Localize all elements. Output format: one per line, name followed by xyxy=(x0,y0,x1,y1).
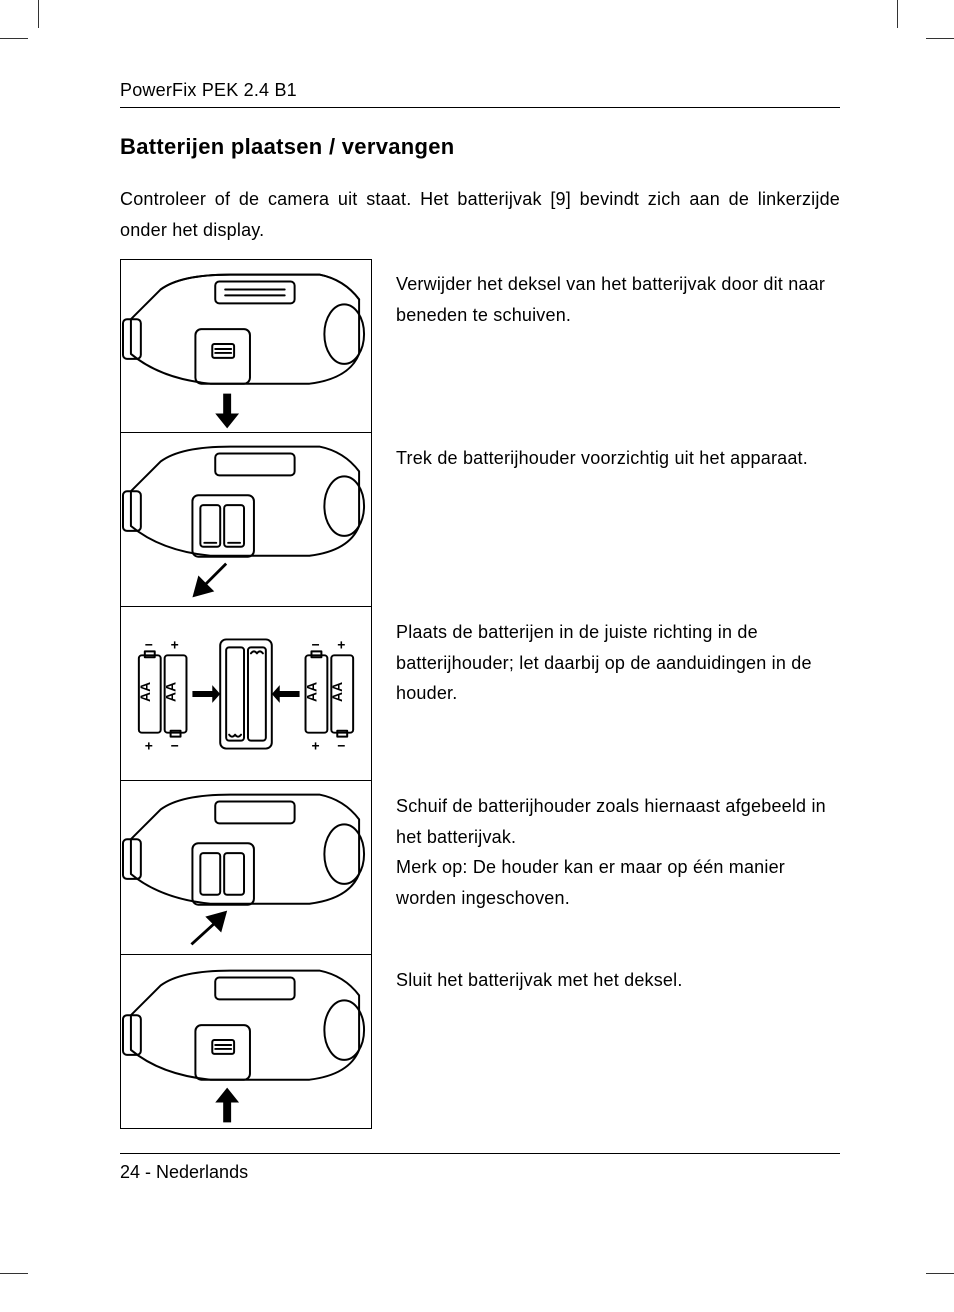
step-row: − + + − − + + − AA AA AA AA Plaats de batter… xyxy=(120,607,840,781)
step-text: Plaats de batterijen in de juiste richti… xyxy=(372,607,840,709)
step-text: Schuif de batterijhouder zoals hiernaast… xyxy=(372,781,840,913)
step-row: Trek de batterijhouder voorzichtig uit h… xyxy=(120,433,840,607)
steps-list: Verwijder het deksel van het batterijvak… xyxy=(120,259,840,1129)
svg-text:−: − xyxy=(311,636,319,652)
step-illustration-battery-icon: − + + − − + + − AA AA AA AA xyxy=(120,607,372,781)
step-illustration-cover-down-icon xyxy=(120,259,372,433)
battery-aa-label: AA xyxy=(303,682,319,702)
section-intro: Controleer of de camera uit staat. Het b… xyxy=(120,184,840,245)
page-number-label: 24 - Nederlands xyxy=(120,1162,248,1182)
step-row: Schuif de batterijhouder zoals hiernaast… xyxy=(120,781,840,955)
step-illustration-holder-in-icon xyxy=(120,781,372,955)
svg-text:−: − xyxy=(171,737,179,753)
page-footer: 24 - Nederlands xyxy=(120,1153,840,1183)
running-head: PowerFix PEK 2.4 B1 xyxy=(120,80,840,108)
battery-aa-label: AA xyxy=(329,682,345,702)
svg-text:+: + xyxy=(171,636,179,652)
page-body: PowerFix PEK 2.4 B1 Batterijen plaatsen … xyxy=(120,80,840,1183)
svg-text:−: − xyxy=(337,737,345,753)
step-text: Verwijder het deksel van het batterijvak… xyxy=(372,259,840,330)
section-title: Batterijen plaatsen / vervangen xyxy=(120,134,840,160)
svg-text:+: + xyxy=(145,737,153,753)
svg-text:−: − xyxy=(145,636,153,652)
step-row: Sluit het batterijvak met het deksel. xyxy=(120,955,840,1129)
battery-aa-label: AA xyxy=(137,682,153,702)
step-row: Verwijder het deksel van het batterijvak… xyxy=(120,259,840,433)
step-text: Sluit het batterijvak met het deksel. xyxy=(372,955,840,996)
battery-aa-label: AA xyxy=(163,682,179,702)
step-text: Trek de batterijhouder voorzichtig uit h… xyxy=(372,433,840,474)
svg-text:+: + xyxy=(311,737,319,753)
step-illustration-holder-out-icon xyxy=(120,433,372,607)
step-illustration-cover-up-icon xyxy=(120,955,372,1129)
svg-text:+: + xyxy=(337,636,345,652)
